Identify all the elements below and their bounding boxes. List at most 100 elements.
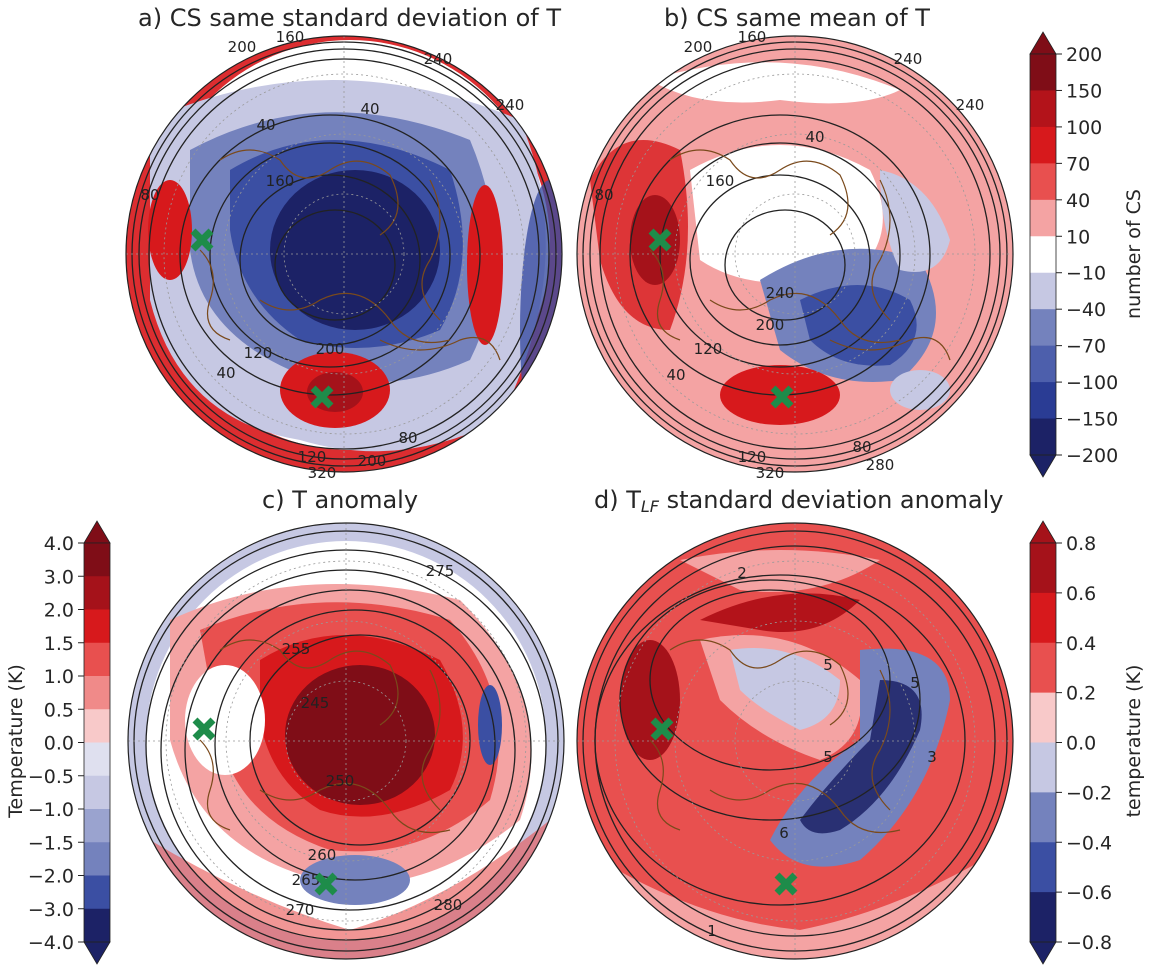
panel-b-contour-label: 320 <box>756 464 785 482</box>
panel-a-coastlines <box>199 149 501 361</box>
colorbar-tlf-tick: −0.6 <box>1066 882 1112 904</box>
colorbar-tlf-tick: 0.8 <box>1066 533 1096 555</box>
panel-b-contour-label: 280 <box>866 456 895 474</box>
colorbar-cs-segment <box>1030 345 1056 383</box>
colorbar-cs-tick: −150 <box>1066 409 1118 431</box>
colorbar-cs-tick: −70 <box>1066 336 1106 358</box>
panel-a-contour-label: 240 <box>496 96 525 114</box>
station-marker <box>770 385 794 409</box>
colorbar-cs-segment <box>1030 309 1056 347</box>
panel-b-contour-label: 240 <box>766 284 795 302</box>
panel-a-contour-label: 120 <box>244 344 273 362</box>
colorbar-t-segment <box>84 676 110 710</box>
colorbar-cs-segment <box>1030 236 1056 274</box>
colorbar-t-max-extend <box>83 520 111 544</box>
colorbar-tlf-tick: 0.0 <box>1066 733 1096 755</box>
colorbar-cs-tick: 150 <box>1066 80 1102 102</box>
colorbar-tlf-segment <box>1030 892 1056 943</box>
colorbar-t-tick: −4.0 <box>28 932 74 954</box>
colorbar-t-tick: 2.0 <box>44 600 74 622</box>
colorbar-tlf-tick: 0.6 <box>1066 583 1096 605</box>
colorbar-t: 4.0 3.0 2.0 1.5 1.0 0.5 0.0 −0.5 −1.0 −1.5 −2.0 −3.… <box>5 520 111 965</box>
panel-b-contour-label: 120 <box>738 448 767 466</box>
panel-a-contour-label: 160 <box>276 28 305 46</box>
colorbar-tlf-segment <box>1030 642 1056 694</box>
colorbar-t-segment <box>84 842 110 876</box>
colorbar-t-segment <box>84 809 110 843</box>
colorbar-t-segment <box>84 775 110 810</box>
panel-b-contour-label: 160 <box>706 172 735 190</box>
colorbar-tlf-tick: −0.4 <box>1066 832 1112 854</box>
colorbar-t-tick: −1.5 <box>28 832 74 854</box>
panel-b-contour-label: 160 <box>738 28 767 46</box>
panel-d-contour-label: 2 <box>737 564 747 582</box>
panel-d-contours <box>582 530 1008 952</box>
colorbar-cs-segment <box>1030 90 1056 128</box>
panel-c-contour-label: 250 <box>326 772 355 790</box>
colorbar-tlf-min-extend <box>1029 941 1057 965</box>
station-marker <box>192 717 216 741</box>
colorbar-t-tick: −0.5 <box>28 766 74 788</box>
panel-a-contour-label: 200 <box>228 38 257 56</box>
panel-b-contour-label: 200 <box>684 38 713 56</box>
colorbar-cs-segment <box>1030 163 1056 201</box>
colorbar-tlf-max-extend <box>1029 520 1057 544</box>
colorbar-tlf-segment <box>1030 692 1056 743</box>
panel-c-contour-label: 245 <box>301 694 330 712</box>
panel-d-coastlines <box>649 639 901 834</box>
colorbar-t-segment <box>84 543 110 577</box>
colorbar-t-tick: −1.0 <box>28 799 74 821</box>
station-marker <box>648 228 672 252</box>
panel-c-map <box>127 522 565 960</box>
colorbar-cs-tick: 40 <box>1066 190 1090 212</box>
panel-a-contour-label: 320 <box>308 464 337 482</box>
panel-c-contour-label: 265 <box>292 871 321 889</box>
panel-d-map <box>576 522 1014 960</box>
panel-b-contour-label: 80 <box>594 186 613 204</box>
colorbar-cs-tick: −40 <box>1066 299 1106 321</box>
panel-d-title: d) TLF standard deviation anomaly <box>594 486 1004 516</box>
panel-a-contour-label: 160 <box>266 172 295 190</box>
colorbar-t-tick: 0.0 <box>44 733 74 755</box>
colorbar-cs-label: number of CS <box>1123 189 1145 319</box>
colorbar-cs-tick: 200 <box>1066 44 1102 66</box>
panel-a-contour-label: 200 <box>316 340 345 358</box>
panel-d-contour-label: 6 <box>779 824 789 842</box>
panel-c-contour-label: 275 <box>426 562 455 580</box>
panel-b-contour-label: 240 <box>956 96 985 114</box>
panel-b-map <box>576 35 1014 473</box>
colorbar-t-tick: 1.0 <box>44 666 74 688</box>
colorbar-cs: 200 150 100 70 40 10 −10 −40 −70 −100 −150 −200 numb… <box>1029 31 1145 478</box>
panel-c-contour-label: 280 <box>434 896 463 914</box>
colorbar-tlf-segment <box>1030 592 1056 644</box>
station-marker <box>190 228 214 252</box>
panel-b-contour-label: 240 <box>894 50 923 68</box>
colorbar-cs-tick: −200 <box>1066 445 1118 467</box>
colorbar-t-tick: −2.0 <box>28 866 74 888</box>
panel-b-contour-label: 80 <box>852 438 871 456</box>
station-marker <box>310 385 334 409</box>
panel-c-contour-label: 260 <box>308 846 337 864</box>
colorbar-cs-tick: −10 <box>1066 263 1106 285</box>
colorbar-cs-segment <box>1030 418 1056 456</box>
colorbar-t-segment <box>84 609 110 644</box>
panel-a-contour-label: 80 <box>398 429 417 447</box>
panel-b-contour-label: 40 <box>666 366 685 384</box>
colorbar-tlf-tick: −0.2 <box>1066 782 1112 804</box>
colorbar-t-tick: 1.5 <box>44 633 74 655</box>
panel-b-contour-label: 40 <box>805 128 824 146</box>
panel-c-coastlines <box>199 639 451 834</box>
colorbar-cs-tick: −100 <box>1066 372 1118 394</box>
colorbar-t-tick: 4.0 <box>44 533 74 555</box>
panel-d-contour-label: 5 <box>823 656 833 674</box>
colorbar-tlf-segment <box>1030 842 1056 893</box>
panel-b-title: b) CS same mean of T <box>664 4 930 32</box>
panel-a-contour-label: 200 <box>358 452 387 470</box>
colorbar-tlf-segment <box>1030 543 1056 594</box>
colorbar-cs-tick: 100 <box>1066 117 1102 139</box>
colorbar-tlf: 0.8 0.6 0.4 0.2 0.0 −0.2 −0.4 −0.6 −0.8 temperatu… <box>1029 520 1145 965</box>
colorbar-t-tick: 0.5 <box>44 699 74 721</box>
colorbar-tlf-segment <box>1030 792 1056 843</box>
colorbar-cs-tick: 10 <box>1066 226 1090 248</box>
colorbar-t-segment <box>84 908 110 943</box>
